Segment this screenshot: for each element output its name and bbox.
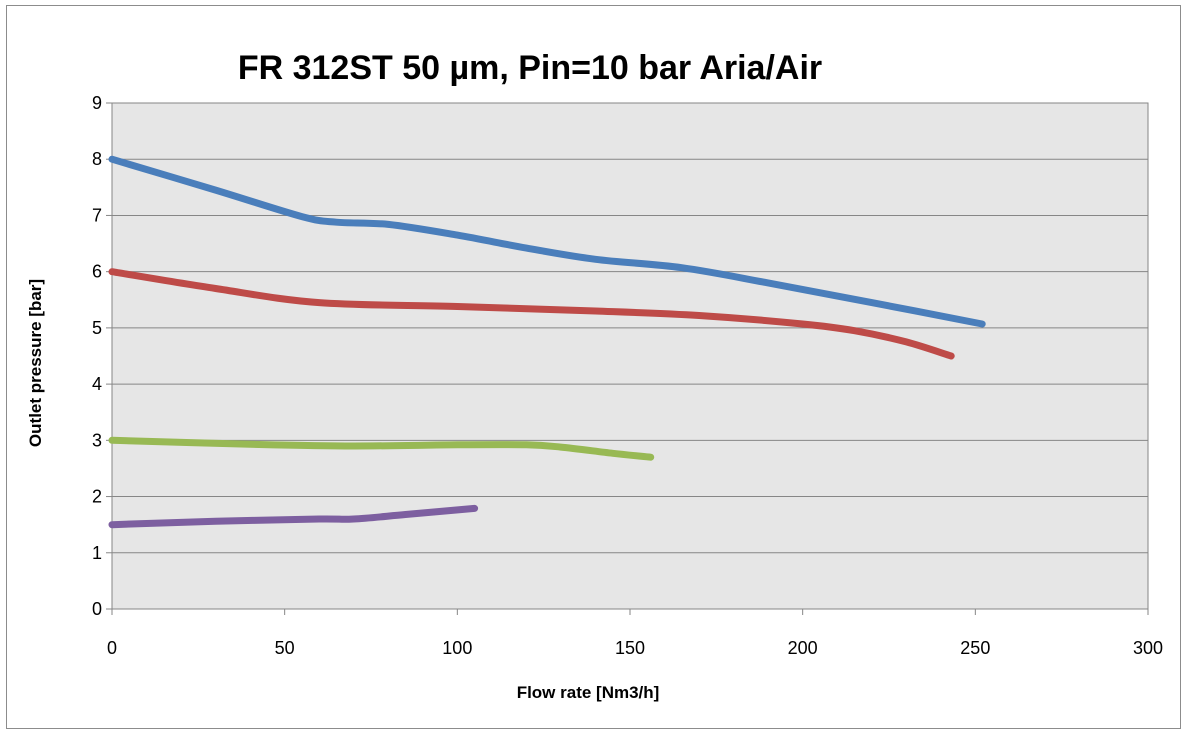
- x-tick-label: 300: [1133, 638, 1163, 658]
- y-tick-label: 6: [92, 262, 102, 282]
- x-tick-label: 200: [788, 638, 818, 658]
- y-axis-ticks: 0 1 2 3 4 5 6 7 8 9: [92, 93, 112, 619]
- series-line-3: [108, 436, 655, 461]
- series-line-2: [108, 268, 955, 360]
- x-axis-label: Flow rate [Nm3/h]: [517, 683, 660, 702]
- x-tick-label: 250: [960, 638, 990, 658]
- chart-title: FR 312ST 50 µm, Pin=10 bar Aria/Air: [238, 49, 822, 87]
- x-tick-label: 50: [275, 638, 295, 658]
- y-tick-label: 2: [92, 487, 102, 507]
- series-line-1: [108, 155, 986, 328]
- y-tick-label: 5: [92, 318, 102, 338]
- plot-area: [111, 102, 1149, 610]
- series-line-4: [108, 504, 479, 529]
- y-tick-label: 3: [92, 430, 102, 450]
- y-tick-label: 9: [92, 93, 102, 113]
- gridlines: [112, 102, 1148, 554]
- series-lines: [108, 155, 986, 529]
- y-axis-label: Outlet pressure [bar]: [26, 279, 45, 447]
- y-tick-label: 7: [92, 205, 102, 225]
- y-tick-label: 0: [92, 599, 102, 619]
- y-tick-label: 8: [92, 149, 102, 169]
- x-axis-ticks: 0 50 100 150 200 250 300: [107, 609, 1163, 658]
- y-tick-label: 4: [92, 374, 102, 394]
- line-chart: FR 312ST 50 µm, Pin=10 bar Aria/Air 0 1 2 3…: [26, 49, 1163, 702]
- y-tick-label: 1: [92, 543, 102, 563]
- x-tick-label: 150: [615, 638, 645, 658]
- x-tick-label: 0: [107, 638, 117, 658]
- chart-frame: FR 312ST 50 µm, Pin=10 bar Aria/Air 0 1 2 3…: [6, 5, 1181, 729]
- x-tick-label: 100: [442, 638, 472, 658]
